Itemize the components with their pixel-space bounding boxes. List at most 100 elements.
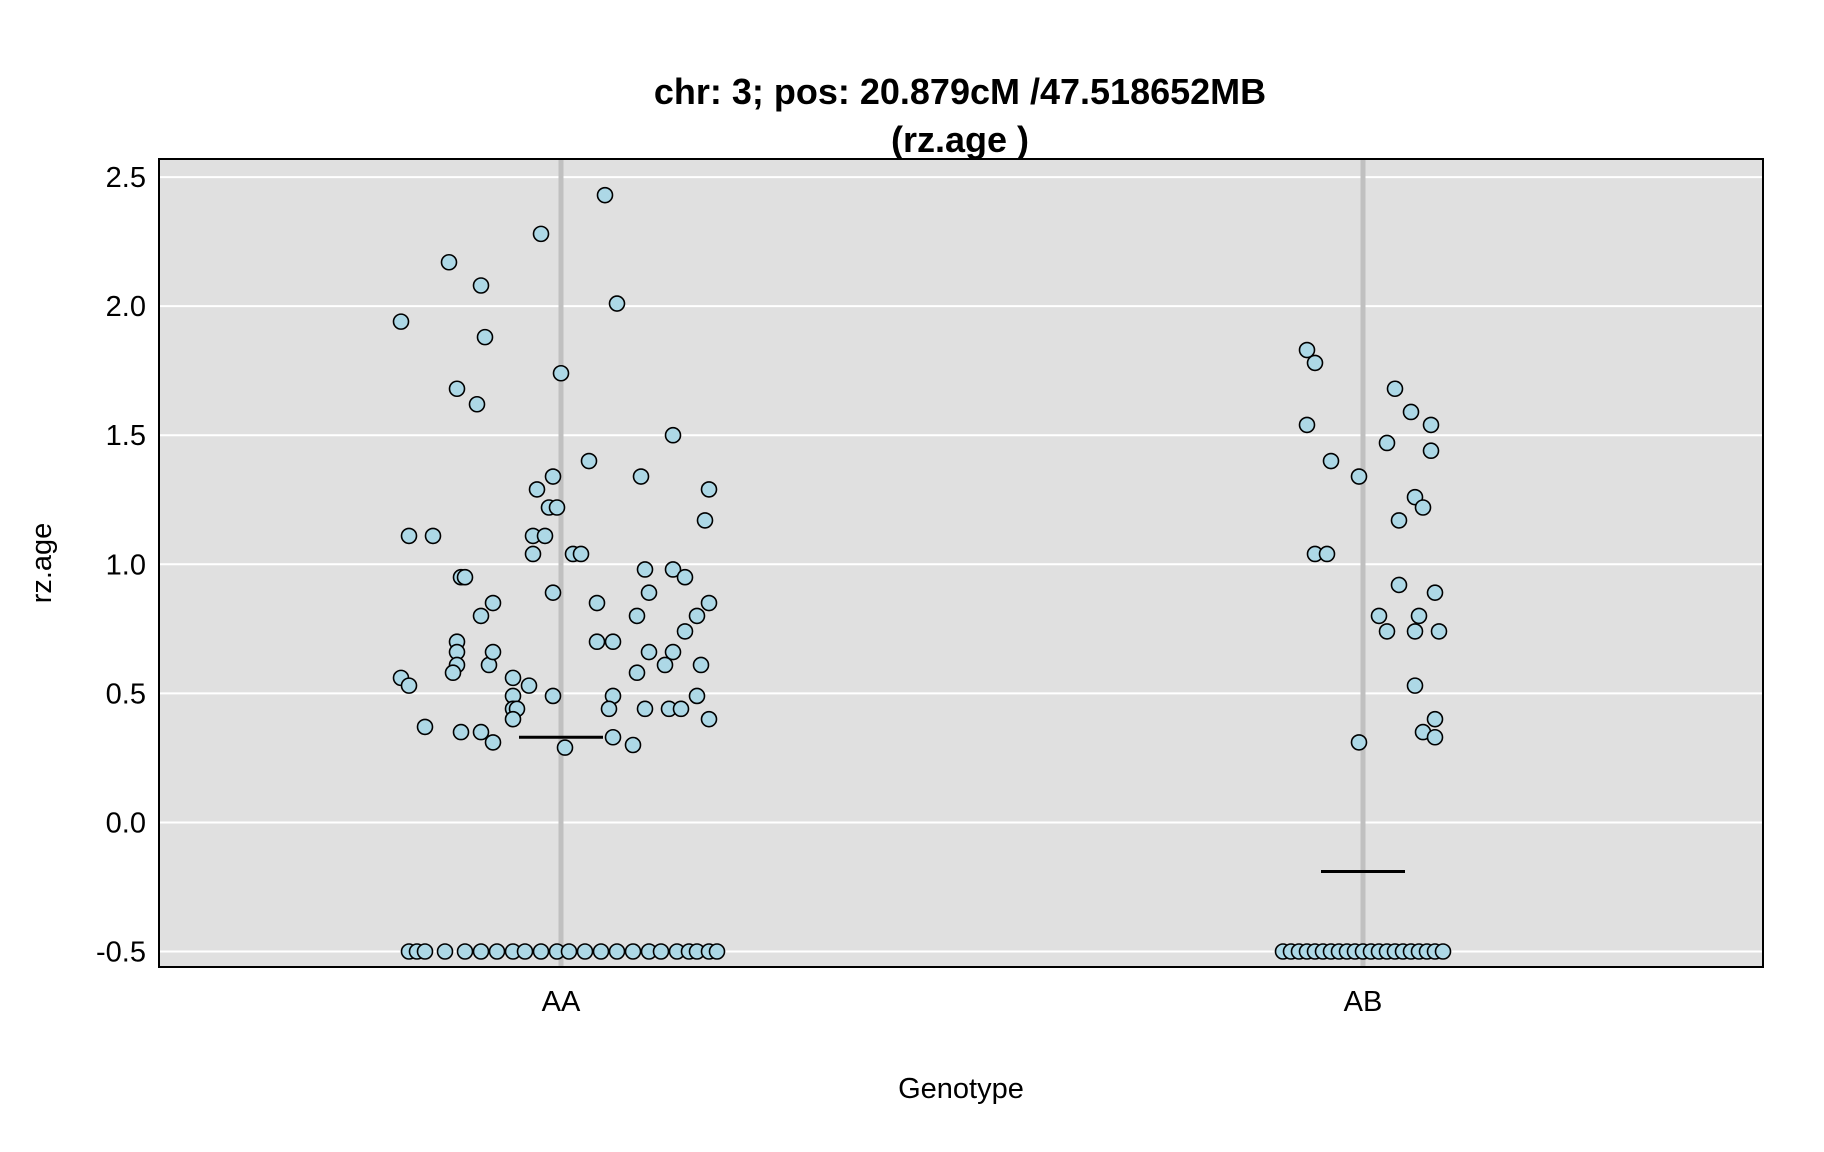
data-point (524, 545, 542, 563)
data-point (628, 607, 646, 625)
data-point (1410, 607, 1428, 625)
x-axis-label: Genotype (898, 1073, 1024, 1105)
data-point (608, 943, 626, 960)
data-point (1430, 623, 1448, 640)
y-tick-label: 1.0 (106, 549, 146, 581)
y-axis-label: rz.age (26, 523, 58, 604)
data-point (628, 664, 646, 682)
data-point (572, 545, 590, 563)
data-point (1426, 728, 1444, 746)
data-point (548, 499, 566, 516)
data-point (448, 380, 466, 398)
data-point (1378, 623, 1396, 640)
data-point (640, 584, 658, 601)
data-point (624, 943, 642, 960)
y-tick-labels: -0.5 0.0 0.5 1.0 1.5 2.0 2.5 (96, 162, 146, 968)
data-point (444, 664, 462, 682)
data-point (664, 643, 682, 661)
data-point (1298, 341, 1316, 359)
data-point (700, 710, 718, 728)
x-tick-label: AA (542, 986, 581, 1018)
data-point (640, 643, 658, 661)
data-point (472, 607, 490, 625)
x-tick-labels: AA AB (542, 986, 1383, 1018)
y-tick-label: 2.5 (106, 162, 146, 194)
data-point (588, 594, 606, 612)
data-point (504, 710, 522, 728)
data-point (604, 633, 622, 651)
data-point (600, 700, 618, 718)
y-tick-label: 1.5 (106, 420, 146, 452)
data-point (452, 723, 470, 741)
data-point (1390, 576, 1408, 594)
data-point (1350, 468, 1368, 485)
data-point (1390, 512, 1408, 529)
data-point (576, 943, 594, 960)
data-point (632, 468, 650, 485)
data-point (544, 584, 562, 601)
data-point (1422, 416, 1440, 434)
data-point (560, 943, 578, 960)
data-point (536, 527, 554, 545)
y-tick-label: 0.5 (106, 678, 146, 710)
data-point (1322, 452, 1340, 470)
data-point (1378, 434, 1396, 452)
data-point (688, 687, 706, 705)
data-point (1386, 380, 1404, 398)
data-point (1414, 499, 1432, 516)
data-point (1370, 607, 1388, 625)
data-point (696, 512, 714, 529)
data-point (692, 656, 710, 674)
data-point (1426, 710, 1444, 728)
data-point (1350, 734, 1368, 751)
data-point (1318, 545, 1336, 563)
data-point (440, 253, 458, 271)
data-point (664, 561, 682, 578)
data-point (392, 313, 410, 330)
data-point (624, 736, 642, 754)
data-point (400, 527, 418, 545)
data-point (1406, 677, 1424, 694)
data-point (424, 527, 442, 545)
y-tick-label: -0.5 (96, 937, 146, 969)
data-point (468, 395, 486, 413)
data-point (552, 364, 570, 382)
y-tick-label: 0.0 (106, 807, 146, 839)
data-point (484, 594, 502, 612)
data-point (504, 669, 522, 687)
data-point (636, 700, 654, 718)
data-point (1426, 584, 1444, 601)
data-point (656, 656, 674, 674)
plot-panel (159, 159, 1763, 967)
data-point (532, 225, 550, 243)
data-point (664, 426, 682, 444)
data-point (672, 700, 690, 718)
data-point (588, 633, 606, 651)
data-point (544, 468, 562, 485)
mean-lines (519, 735, 1405, 873)
data-point (416, 943, 434, 960)
data-point (484, 643, 502, 661)
data-point (516, 943, 534, 960)
data-point (456, 568, 474, 586)
data-point (556, 739, 574, 756)
data-point (700, 594, 718, 612)
data-point (1434, 943, 1452, 960)
data-point (1306, 354, 1324, 372)
data-point (472, 277, 490, 294)
data-point (1406, 623, 1424, 640)
data-point (604, 728, 622, 746)
data-points (392, 186, 1452, 960)
data-point (708, 943, 726, 960)
data-point (520, 677, 538, 694)
chart-title: chr: 3; pos: 20.879cM /47.518652MB (654, 71, 1266, 112)
data-point (436, 943, 454, 960)
data-point (476, 328, 494, 346)
data-point (456, 943, 474, 960)
data-point (1422, 442, 1440, 460)
data-point (596, 186, 614, 204)
data-point (580, 452, 598, 470)
data-point (676, 623, 694, 640)
data-point (608, 295, 626, 312)
